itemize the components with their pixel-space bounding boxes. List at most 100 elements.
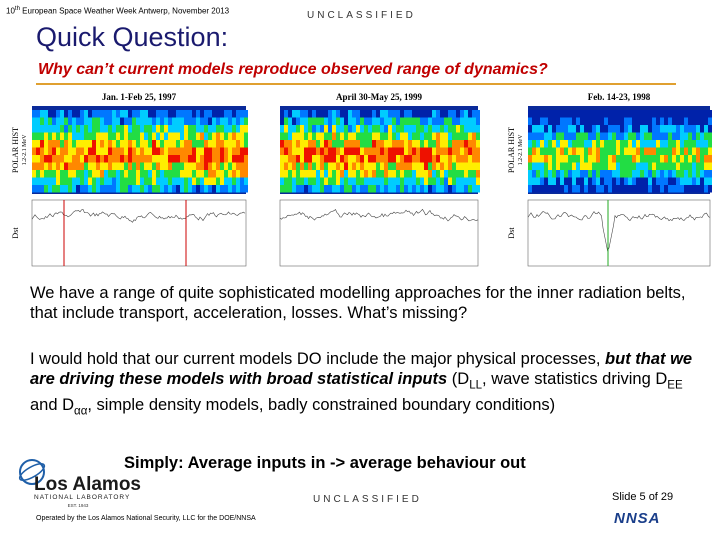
spectrogram-cell — [244, 155, 248, 163]
spectrogram-cell — [372, 162, 376, 170]
spectrogram-cell — [576, 185, 580, 193]
spectrogram-cell — [368, 110, 372, 118]
spectrogram-cell — [620, 117, 624, 125]
spectrogram-cell — [384, 117, 388, 125]
spectrogram-cell — [324, 110, 328, 118]
spectrogram-cell — [188, 185, 192, 193]
spectrogram-cell — [324, 132, 328, 140]
spectrogram-cell — [152, 177, 156, 185]
spectrogram-cell — [156, 162, 160, 170]
spectrogram-cell — [356, 140, 360, 148]
spectrogram-cell — [204, 140, 208, 148]
spectrogram-cell — [572, 110, 576, 118]
spectrogram-cell — [612, 125, 616, 133]
spectrogram-cell — [316, 125, 320, 133]
spectrogram-cell — [92, 132, 96, 140]
spectrogram-cell — [372, 185, 376, 193]
spectrogram-cell — [280, 177, 284, 185]
spectrogram-cell — [420, 117, 424, 125]
spectrogram-cell — [144, 132, 148, 140]
spectrogram-cell — [692, 147, 696, 155]
spectrogram-cell — [92, 170, 96, 178]
spectrogram-cell — [224, 147, 228, 155]
spectrogram-cell — [48, 117, 52, 125]
spectrogram-cell — [580, 147, 584, 155]
spectrogram-cell — [120, 125, 124, 133]
spectrogram-cell — [632, 110, 636, 118]
spectrogram-cell — [128, 177, 132, 185]
spectrogram-cell — [100, 132, 104, 140]
spectrogram-cell — [236, 162, 240, 170]
spectrogram-cell — [620, 162, 624, 170]
spectrogram-cell — [628, 125, 632, 133]
spectrogram-cell — [620, 147, 624, 155]
spectrogram-cell — [604, 155, 608, 163]
paragraph: I would hold that our current models DO … — [30, 349, 710, 422]
spectrogram-cell — [228, 110, 232, 118]
spectrogram-cell — [32, 177, 36, 185]
spectrogram-cell — [432, 125, 436, 133]
spectrogram-cell — [616, 110, 620, 118]
spectrogram-cell — [452, 147, 456, 155]
spectrogram-cell — [136, 125, 140, 133]
spectrogram-cell — [532, 117, 536, 125]
spectrogram-cell — [328, 117, 332, 125]
spectrogram-cell — [580, 140, 584, 148]
spectrogram-cell — [640, 177, 644, 185]
spectrogram-cell — [196, 110, 200, 118]
spectrogram-cell — [184, 140, 188, 148]
spectrogram-cell — [540, 110, 544, 118]
spectrogram-cell — [280, 110, 284, 118]
spectrogram-cell — [404, 132, 408, 140]
spectrogram-cell — [100, 162, 104, 170]
spectrogram-cell — [672, 110, 676, 118]
spectrogram-cell — [308, 125, 312, 133]
spectrogram-cell — [324, 125, 328, 133]
spectrogram-cell — [440, 162, 444, 170]
spectrogram-cell — [192, 155, 196, 163]
spectrogram-cell — [412, 117, 416, 125]
spectrogram-cell — [648, 177, 652, 185]
spectrogram-cell — [636, 170, 640, 178]
spectrogram-cell — [384, 155, 388, 163]
spectrogram-cell — [224, 110, 228, 118]
spectrogram-cell — [384, 125, 388, 133]
spectrogram-cell — [100, 170, 104, 178]
spectrogram-cell — [132, 185, 136, 193]
spectrogram-cell — [528, 147, 532, 155]
spectrogram-cell — [448, 177, 452, 185]
spectrogram-cell — [696, 185, 700, 193]
spectrogram-cell — [44, 170, 48, 178]
spectrogram-cell — [632, 117, 636, 125]
spectrogram-cell — [60, 110, 64, 118]
spectrogram-cell — [544, 140, 548, 148]
spectrogram-cell — [392, 185, 396, 193]
spectrogram-cell — [48, 147, 52, 155]
spectrogram-cell — [176, 155, 180, 163]
spectrogram-cell — [616, 170, 620, 178]
spectrogram-cell — [552, 185, 556, 193]
spectrogram-cell — [356, 177, 360, 185]
spectrogram-cell — [156, 132, 160, 140]
spectrogram-cell — [600, 147, 604, 155]
spectrogram-cell — [52, 147, 56, 155]
spectrogram-cell — [92, 117, 96, 125]
spectrogram-cell — [132, 117, 136, 125]
spectrogram-cell — [120, 132, 124, 140]
spectrogram-cell — [616, 185, 620, 193]
spectrogram-cell — [340, 170, 344, 178]
spectrogram-cell — [328, 140, 332, 148]
spectrogram-cell — [40, 117, 44, 125]
spectrogram-cell — [544, 125, 548, 133]
spectrogram-cell — [640, 110, 644, 118]
spectrogram-cell — [532, 162, 536, 170]
spectrogram-cell — [284, 125, 288, 133]
spectrogram-cell — [332, 155, 336, 163]
spectrogram-cell — [468, 140, 472, 148]
spectrogram-cell — [216, 177, 220, 185]
spectrogram-cell — [644, 177, 648, 185]
spectrogram-cell — [588, 140, 592, 148]
spectrogram-cell — [652, 125, 656, 133]
spectrogram-cell — [596, 110, 600, 118]
spectrogram-cell — [672, 125, 676, 133]
